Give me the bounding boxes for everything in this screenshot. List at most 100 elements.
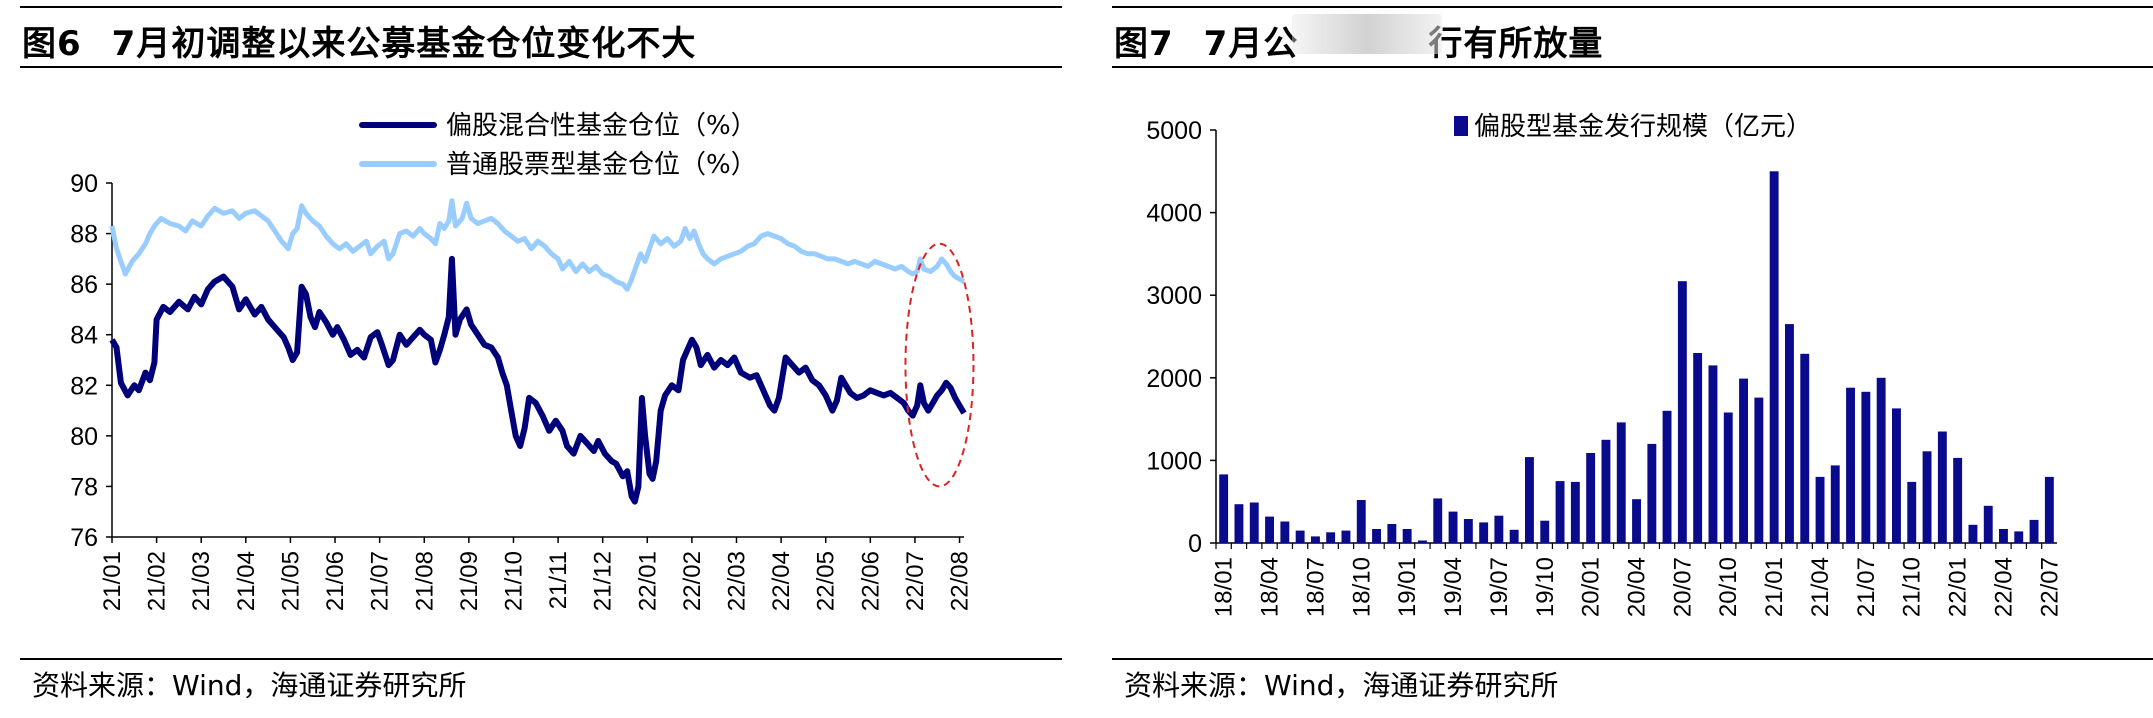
x-tick-label: 20/04 [1624, 557, 1651, 617]
y-tick-label: 4000 [1146, 200, 1202, 228]
bar [1723, 412, 1733, 543]
bar [1509, 529, 1519, 543]
bar [1830, 465, 1840, 543]
x-tick-label: 22/01 [1945, 557, 1972, 617]
bottom-rule [1112, 658, 2153, 660]
top-rule [20, 6, 1062, 8]
series-line-hybrid-fund [109, 255, 967, 505]
x-tick-label: 22/07 [902, 551, 929, 611]
bar [1494, 515, 1504, 543]
bar [1876, 377, 1886, 543]
x-tick-label: 19/10 [1532, 557, 1559, 617]
bar [1356, 500, 1366, 543]
x-tick-label: 21/05 [277, 551, 304, 611]
x-tick-label: 21/07 [1853, 557, 1880, 617]
x-tick-label: 21/07 [367, 551, 394, 611]
x-tick-label: 22/01 [634, 551, 661, 611]
bar [1555, 481, 1565, 543]
legend-label: 偏股混合性基金仓位（%） [446, 111, 757, 141]
x-tick-label: 18/01 [1211, 557, 1238, 617]
redaction-blur [1292, 14, 1442, 54]
bar [1448, 511, 1458, 543]
top-rule [1112, 6, 2153, 8]
bar [1815, 476, 1825, 543]
bar [1754, 397, 1764, 543]
y-tick-label: 3000 [1146, 282, 1202, 310]
bar [1433, 498, 1443, 543]
x-tick-label: 18/10 [1348, 557, 1375, 617]
bar [1693, 353, 1703, 543]
bar [1937, 431, 1947, 543]
bar [1861, 391, 1871, 543]
bottom-rule [20, 658, 1062, 660]
x-tick-label: 21/01 [1761, 557, 1788, 617]
x-tick-label: 20/10 [1715, 557, 1742, 617]
y-tick-label: 84 [70, 322, 98, 350]
figure-title-text-start: 7月公 [1203, 24, 1299, 64]
x-tick-label: 21/04 [233, 551, 260, 611]
x-tick-label: 20/07 [1669, 557, 1696, 617]
bar [1968, 524, 1978, 543]
x-tick-label: 22/06 [857, 551, 884, 611]
bar [1463, 519, 1473, 543]
bar [1295, 530, 1305, 543]
y-tick-label: 78 [70, 473, 98, 501]
figure-number: 图7 [1114, 24, 1174, 64]
y-tick-label: 2000 [1146, 365, 1202, 393]
bar [1769, 171, 1779, 544]
bar [1311, 536, 1320, 543]
bar [1601, 439, 1611, 544]
x-tick-label: 22/02 [679, 551, 706, 611]
bar [1372, 529, 1381, 543]
bar [1280, 521, 1290, 543]
bar [1922, 451, 1932, 543]
bar [1402, 529, 1412, 543]
bar [1785, 324, 1794, 543]
fund-position-line-chart: 76 78 80 82 84 86 88 90 21/01 21/02 21/03 21/04 21/0… [70, 111, 975, 611]
bar [1999, 529, 2008, 543]
bar [1265, 516, 1274, 543]
x-tick-label: 21/03 [188, 551, 215, 611]
y-tick-label: 86 [70, 271, 98, 299]
bar [1540, 520, 1550, 543]
y-tick-label: 88 [70, 221, 98, 249]
x-tick-label: 21/01 [99, 551, 126, 611]
bar [2044, 476, 2054, 543]
y-tick-label: 1000 [1146, 447, 1202, 475]
y-tick-label: 80 [70, 423, 98, 451]
title-rule [1112, 66, 2153, 68]
bar [1846, 387, 1855, 543]
x-tick-label: 22/08 [947, 551, 974, 611]
x-tick-label: 21/08 [411, 551, 438, 611]
x-tick-label: 21/06 [322, 551, 349, 611]
y-tick-label: 82 [70, 372, 98, 400]
x-tick-label: 21/10 [1899, 557, 1926, 617]
figure-number: 图6 [22, 24, 82, 64]
bar [1249, 502, 1259, 543]
x-tick-label: 21/09 [456, 551, 483, 611]
bar [1892, 408, 1901, 543]
bar [1647, 443, 1657, 543]
bar [1907, 481, 1917, 543]
x-tick-label: 19/01 [1394, 557, 1421, 617]
x-tick-label: 21/11 [545, 551, 572, 609]
highlight-ellipse [904, 242, 975, 488]
bar [1739, 378, 1748, 543]
bar [1418, 540, 1427, 543]
bar [2029, 519, 2039, 543]
source-note: 资料来源：Wind，海通证券研究所 [1124, 669, 1559, 702]
bar [1586, 453, 1596, 543]
title-rule [20, 66, 1062, 68]
x-tick-label: 20/01 [1578, 557, 1605, 617]
legend-label: 普通股票型基金仓位（%） [446, 150, 757, 180]
bar [1953, 457, 1963, 543]
x-tick-label: 21/02 [144, 551, 171, 611]
bar [1616, 422, 1626, 543]
bar [1662, 410, 1672, 543]
x-tick-label: 18/07 [1302, 557, 1329, 617]
x-tick-label: 22/03 [724, 551, 751, 611]
bar [1800, 353, 1810, 543]
series-line-stock-fund [109, 198, 966, 292]
bar [1341, 530, 1351, 543]
fund-issuance-bar-chart: 0 1000 2000 3000 4000 5000 18/01 18/04 18/07 18/1… [1146, 112, 2063, 617]
